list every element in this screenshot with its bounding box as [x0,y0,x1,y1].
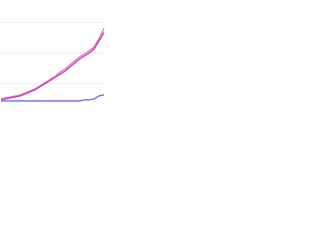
chart [0,21,105,102]
page: (() => { const data = JSON.parse(documen… [0,0,320,105]
series-line [0,28,105,100]
series-line [1,94,105,102]
series-line [0,32,105,101]
